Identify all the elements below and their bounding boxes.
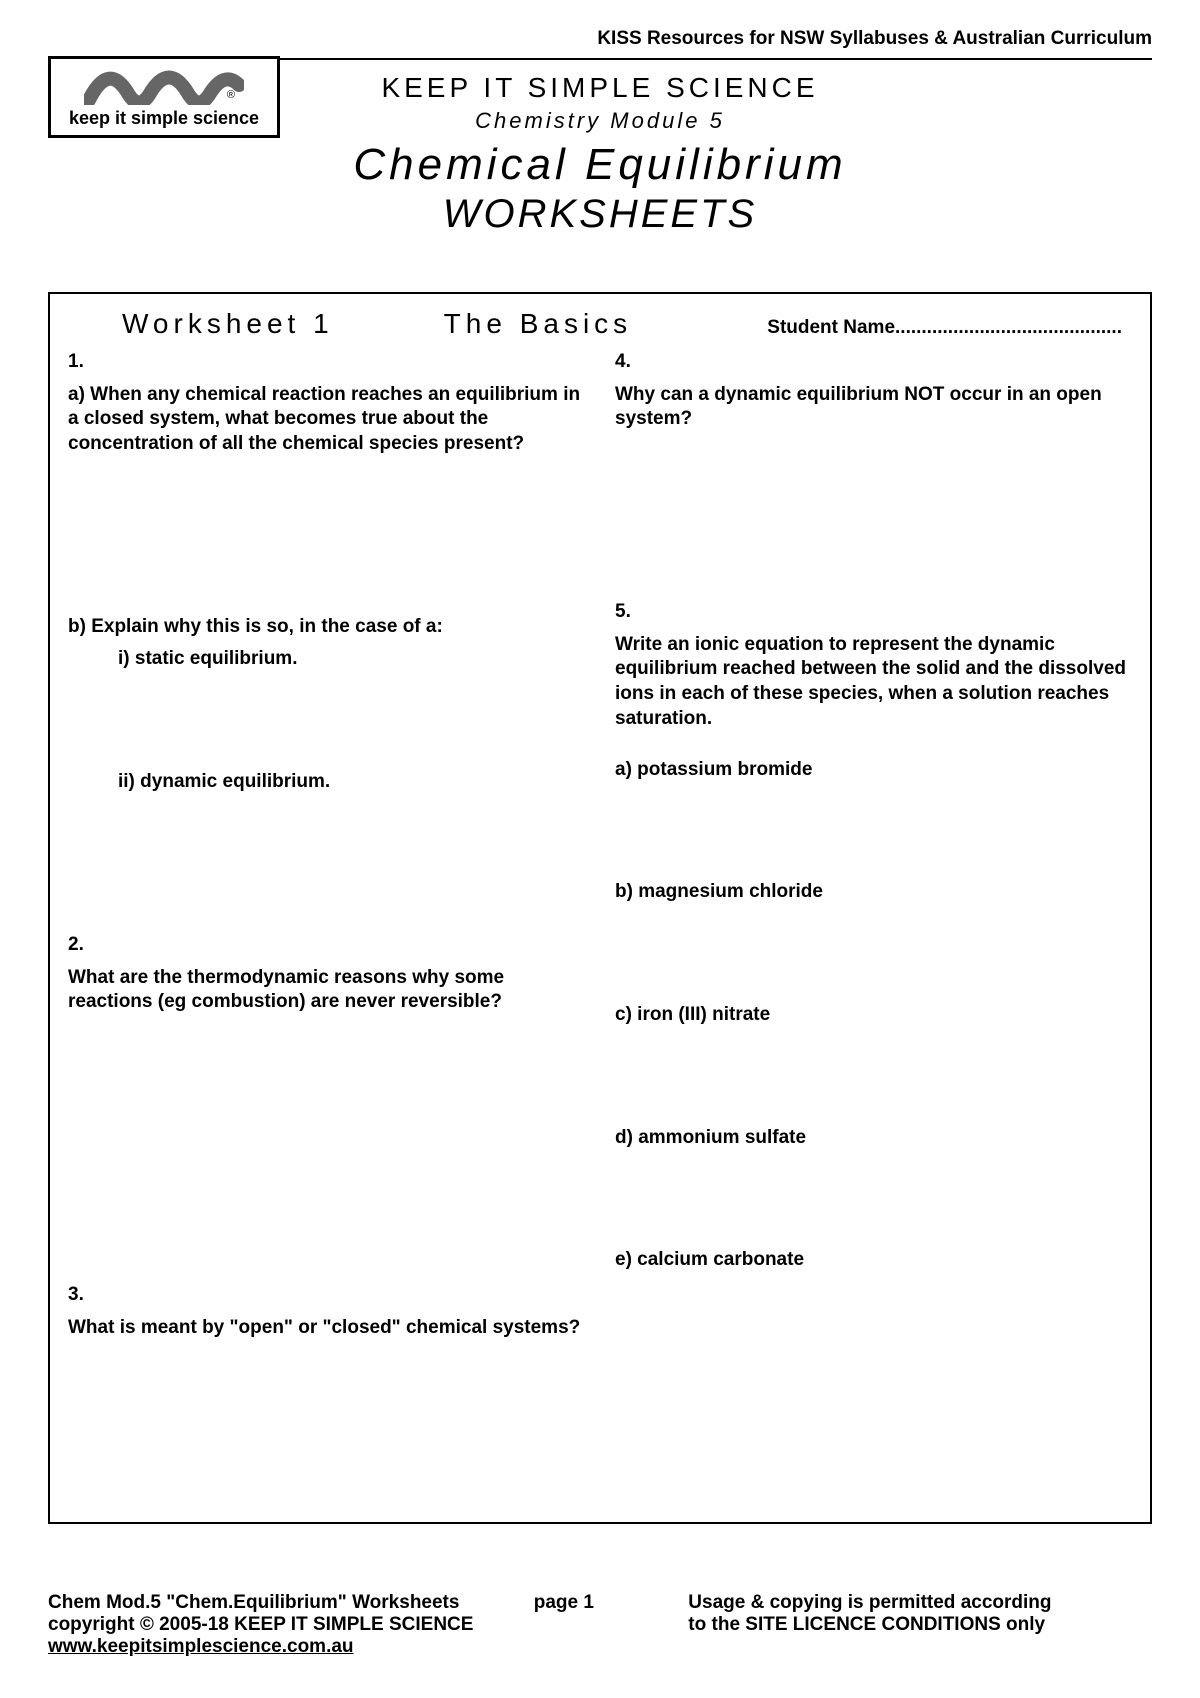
q5d: d) ammonium sulfate: [615, 1126, 1132, 1151]
q5-number: 5.: [615, 600, 1132, 625]
logo-tagline: keep it simple science: [51, 108, 277, 129]
footer-left: Chem Mod.5 "Chem.Equilibrium" Worksheets…: [48, 1592, 534, 1658]
q2-number: 2.: [68, 933, 585, 958]
wave-icon: [84, 65, 244, 105]
doc-type: WORKSHEETS: [48, 192, 1152, 237]
q5b: b) magnesium chloride: [615, 880, 1132, 905]
footer-url: www.keepitsimplescience.com.au: [48, 1636, 534, 1658]
q2-text: What are the thermodynamic reasons why s…: [68, 966, 585, 1015]
page-footer: Chem Mod.5 "Chem.Equilibrium" Worksheets…: [48, 1592, 1152, 1658]
left-column: 1. a) When any chemical reaction reaches…: [68, 350, 585, 1500]
footer-copyright: copyright © 2005-18 KEEP IT SIMPLE SCIEN…: [48, 1614, 534, 1636]
right-column: 4. Why can a dynamic equilibrium NOT occ…: [615, 350, 1132, 1500]
q4-number: 4.: [615, 350, 1132, 375]
q1a-text: a) When any chemical reaction reaches an…: [68, 383, 585, 457]
worksheet-subtitle: The Basics: [444, 308, 633, 340]
footer-usage-1: Usage & copying is permitted according: [688, 1592, 1152, 1614]
q1b-i: i) static equilibrium.: [68, 647, 585, 672]
footer-right: Usage & copying is permitted according t…: [688, 1592, 1152, 1658]
q1b-intro: b) Explain why this is so, in the case o…: [68, 615, 585, 640]
footer-usage-2: to the SITE LICENCE CONDITIONS only: [688, 1614, 1152, 1636]
q4-text: Why can a dynamic equilibrium NOT occur …: [615, 383, 1132, 432]
footer-module: Chem Mod.5 "Chem.Equilibrium" Worksheets: [48, 1592, 534, 1614]
student-name-field: Student Name............................…: [767, 317, 1122, 339]
footer-page-number: page 1: [534, 1592, 689, 1658]
worksheet-header-row: Worksheet 1 The Basics Student Name.....…: [68, 308, 1132, 340]
q5e: e) calcium carbonate: [615, 1248, 1132, 1273]
logo-box: ® keep it simple science: [48, 56, 280, 138]
q1b-ii: ii) dynamic equilibrium.: [68, 770, 585, 795]
resource-header: KISS Resources for NSW Syllabuses & Aust…: [597, 28, 1152, 50]
q5-text: Write an ionic equation to represent the…: [615, 633, 1132, 732]
worksheet-frame: Worksheet 1 The Basics Student Name.....…: [48, 292, 1152, 1524]
q3-text: What is meant by "open" or "closed" chem…: [68, 1316, 585, 1341]
q5a: a) potassium bromide: [615, 758, 1132, 783]
registered-mark: ®: [227, 89, 235, 101]
q3-number: 3.: [68, 1283, 585, 1308]
worksheet-number: Worksheet 1: [122, 308, 334, 340]
q5c: c) iron (III) nitrate: [615, 1003, 1132, 1028]
question-columns: 1. a) When any chemical reaction reaches…: [68, 350, 1132, 1500]
topic-title: Chemical Equilibrium: [48, 140, 1152, 190]
q1-number: 1.: [68, 350, 585, 375]
